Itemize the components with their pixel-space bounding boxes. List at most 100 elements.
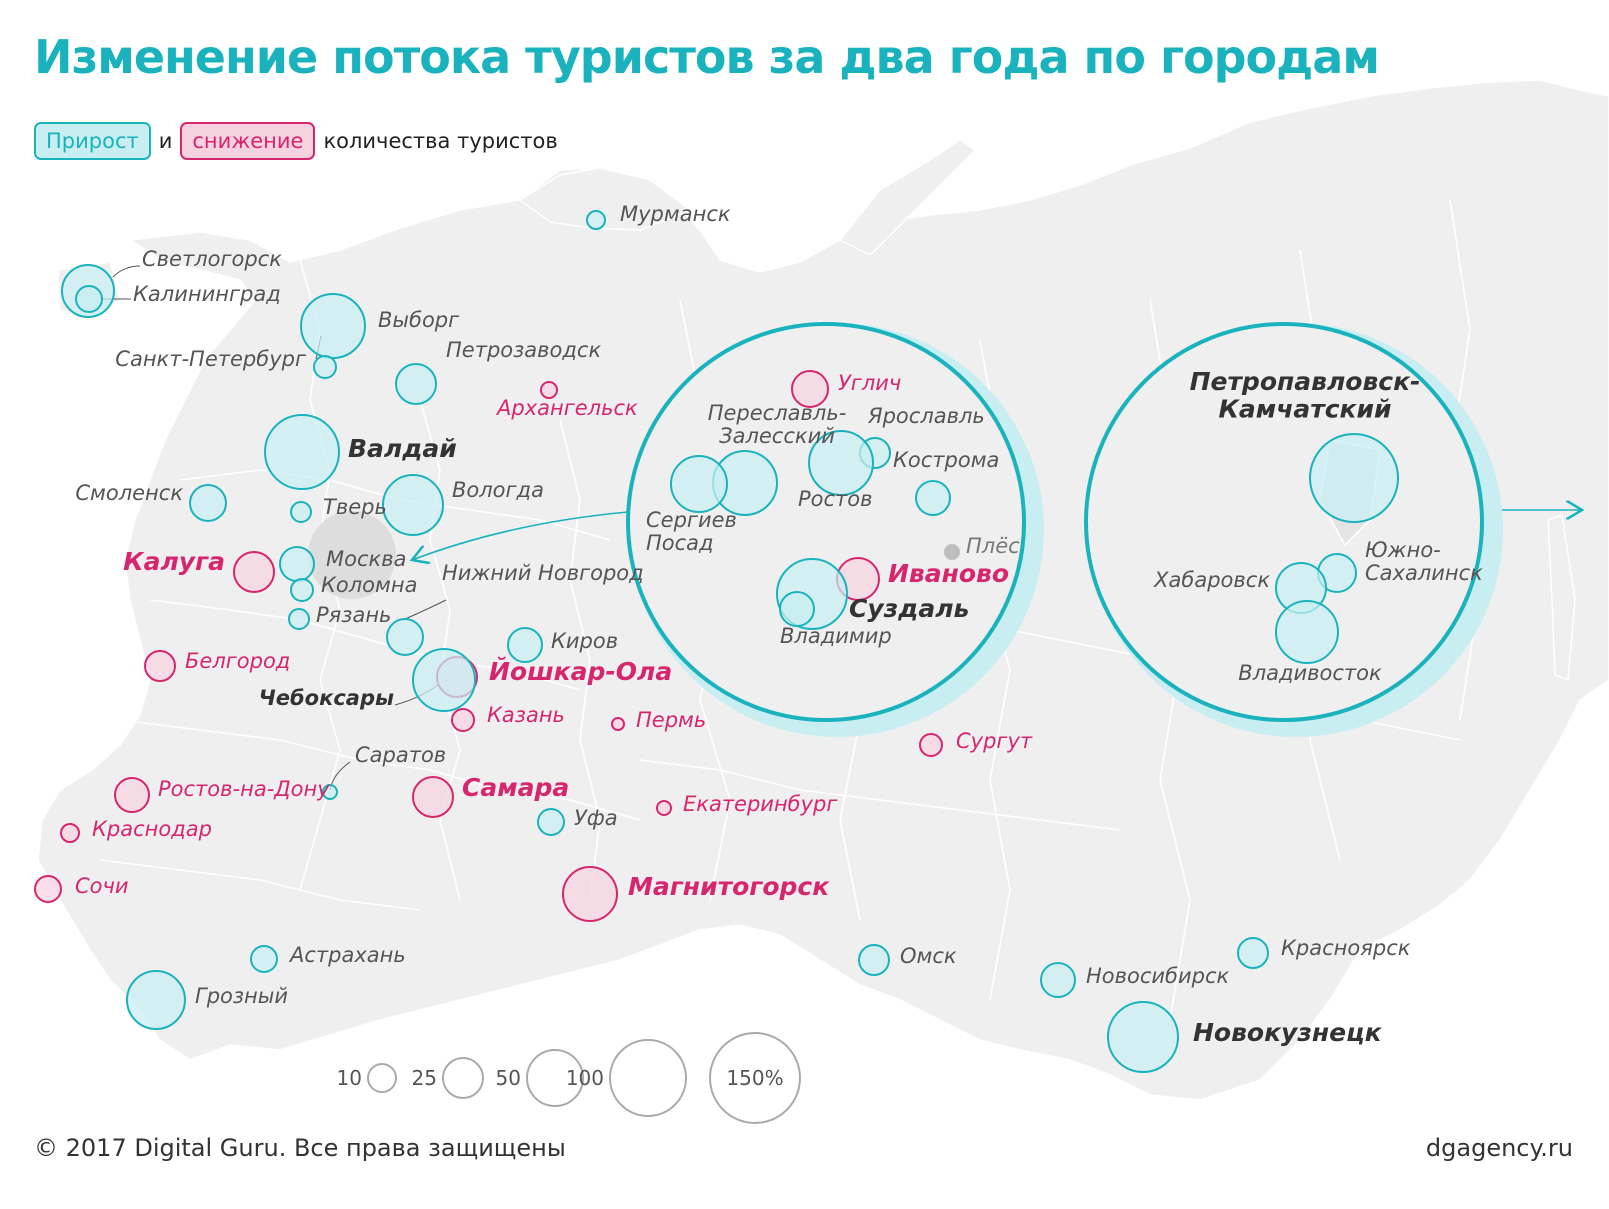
- size-legend-label-10: 10: [337, 1066, 362, 1090]
- label-omsk: Омск: [900, 944, 957, 968]
- label-perm: Пермь: [636, 708, 706, 732]
- page-title: Изменение потока туристов за два года по…: [34, 30, 1380, 84]
- bubble-kolomna: [290, 578, 314, 602]
- label-saratov: Саратов: [355, 743, 446, 767]
- bubble-ryazan: [288, 608, 310, 630]
- bubble-surgut: [919, 733, 943, 757]
- label-ples: Плёс: [966, 534, 1020, 558]
- bubble-arkhangelsk: [540, 381, 558, 399]
- label-sochi: Сочи: [75, 874, 129, 898]
- label-pereslavl: Переславль-Залесский: [708, 401, 847, 448]
- label-kaluga: Калуга: [123, 547, 225, 576]
- size-legend-circle-25: [442, 1057, 484, 1099]
- bubble-belgorod: [144, 650, 176, 682]
- bubble-rostov_don: [114, 777, 150, 813]
- size-legend-circle-10: [367, 1063, 397, 1093]
- leader-svetlogorsk: [112, 265, 141, 278]
- size-legend-circle-50: [526, 1049, 584, 1107]
- label-petropavlovsk: Петропавловск-Камчатский: [1190, 367, 1421, 424]
- bubble-spb: [313, 355, 337, 379]
- bubble-ples: [944, 544, 960, 560]
- label-cheboksary: Чебоксары: [259, 686, 394, 710]
- legend-growth-badge: Прирост: [34, 122, 151, 160]
- label-nnovgorod: Нижний Новгород: [442, 561, 644, 585]
- label-valdai: Валдай: [348, 434, 457, 463]
- bubble-kaliningrad: [75, 285, 103, 313]
- label-suzdal: Суздаль: [849, 594, 969, 623]
- color-legend: Прирост и снижение количества туристов: [34, 122, 566, 160]
- label-samara: Самара: [462, 773, 569, 802]
- label-spb: Санкт-Петербург: [115, 347, 307, 371]
- label-kaliningrad: Калининград: [133, 282, 281, 306]
- city-labels: Светлогорск Калининград Мурманск Выборг Санк…: [75, 202, 1483, 1047]
- far-east-inset-lens: [1084, 322, 1484, 722]
- label-belgorod: Белгород: [185, 649, 290, 673]
- label-sergiev: Сергиев Посад: [646, 508, 737, 555]
- size-legend-label-25: 25: [412, 1066, 437, 1090]
- bubble-ekaterinburg: [656, 800, 672, 816]
- bubble-kaluga: [233, 551, 275, 593]
- bubble-krasnodar: [60, 823, 80, 843]
- label-ekaterinburg: Екатеринбург: [683, 792, 838, 816]
- label-murmansk: Мурманск: [620, 202, 731, 226]
- bubble-omsk: [858, 944, 890, 976]
- label-khabarovsk: Хабаровск: [1153, 568, 1270, 592]
- label-rostov_don: Ростов-на-Дону: [158, 777, 330, 801]
- label-uglich: Углич: [838, 371, 901, 395]
- label-grozny: Грозный: [195, 984, 288, 1008]
- bubble-novosibirsk: [1040, 962, 1076, 998]
- legend-and: и: [158, 129, 173, 153]
- label-moscow: Москва: [326, 547, 406, 571]
- bubble-rostov: [808, 430, 874, 496]
- size-legend: 10 25 50 100 150%: [337, 1032, 801, 1124]
- bubble-sergiev: [670, 455, 728, 513]
- bubble-ufa: [537, 808, 565, 836]
- label-krasnodar: Краснодар: [92, 817, 212, 841]
- label-krasnoyarsk: Красноярск: [1281, 936, 1411, 960]
- bubble-uglich: [791, 370, 829, 408]
- bubble-vladimir: [779, 591, 815, 627]
- label-surgut: Сургут: [956, 729, 1033, 753]
- leader-nnovgorod: [402, 599, 447, 621]
- label-novokuznetsk: Новокузнецк: [1193, 1018, 1383, 1047]
- label-kolomna: Коломна: [321, 573, 417, 597]
- bubble-petropavlovsk: [1309, 433, 1399, 523]
- label-smolensk: Смоленск: [75, 481, 183, 505]
- bubble-novokuznetsk: [1107, 1001, 1179, 1073]
- label-svetlogorsk: Светлогорск: [142, 247, 282, 271]
- label-magnitogorsk: Магнитогорск: [628, 872, 830, 901]
- bubble-petrozavodsk: [395, 363, 437, 405]
- label-rostov: Ростов: [798, 487, 873, 511]
- label-vladimir: Владимир: [780, 624, 892, 648]
- size-legend-label-150: 150%: [726, 1066, 783, 1090]
- bubble-kirov: [507, 627, 543, 663]
- bubble-cheboksary: [412, 648, 476, 712]
- site-link[interactable]: dgagency.ru: [1425, 1134, 1573, 1162]
- bubble-krasnoyarsk: [1237, 937, 1269, 969]
- copyright: © 2017 Digital Guru. Все права защищены: [34, 1134, 566, 1162]
- label-arkhangelsk: Архангельск: [495, 396, 638, 420]
- size-legend-label-50: 50: [496, 1066, 521, 1090]
- bubble-kazan: [451, 708, 475, 732]
- bubble-valdai: [264, 414, 340, 490]
- bubble-vologda: [382, 474, 444, 536]
- bubble-grozny: [126, 970, 186, 1030]
- label-yaroslavl: Ярославль: [867, 404, 985, 428]
- golden-ring-inset-lens: [626, 322, 1026, 722]
- bubble-murmansk: [586, 210, 606, 230]
- far-east-inset: [1084, 322, 1503, 737]
- label-kazan: Казань: [487, 703, 565, 727]
- bubble-tver: [290, 501, 312, 523]
- bubble-sochi: [34, 875, 62, 903]
- sakhalin-island: [1547, 513, 1576, 682]
- bubble-smolensk: [189, 484, 227, 522]
- legend-suffix: количества туристов: [323, 129, 558, 153]
- label-tver: Тверь: [323, 495, 387, 519]
- moscow-region-highlight: [308, 511, 396, 599]
- size-legend-circle-100: [609, 1039, 687, 1117]
- label-yuzhno: Южно-Сахалинск: [1365, 538, 1483, 585]
- label-vyborg: Выборг: [378, 308, 460, 332]
- label-ufa: Уфа: [574, 806, 618, 830]
- inset-pointer-arrow: [412, 511, 629, 560]
